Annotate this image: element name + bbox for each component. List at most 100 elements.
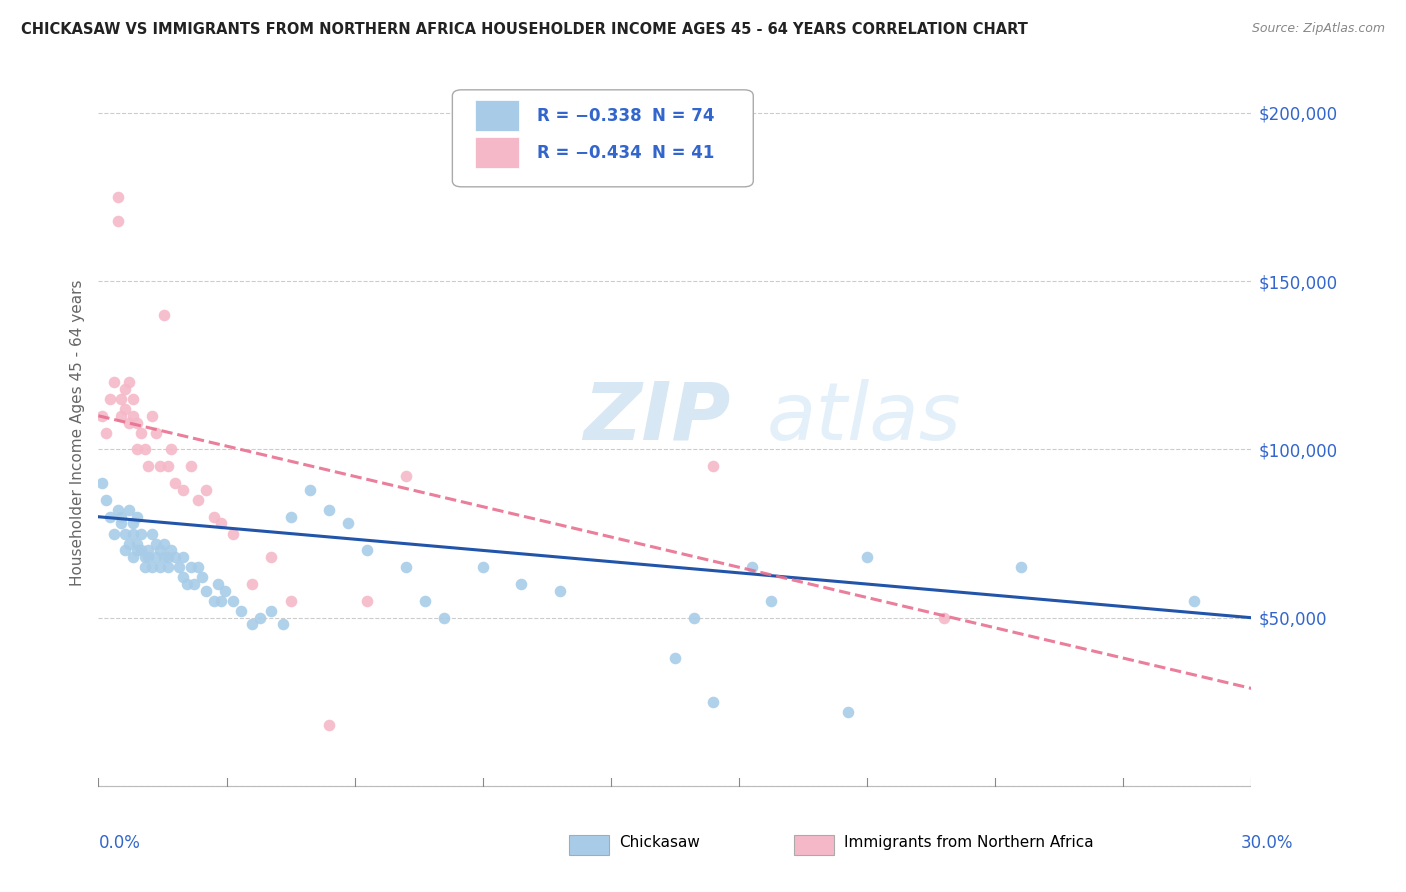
Point [260,550,283,565]
Point [129,425,152,440]
Point [125,509,148,524]
Point [122,550,145,565]
Point [118,375,141,389]
Point [145,550,167,565]
Point [207,577,229,591]
Text: Chickasaw: Chickasaw [619,836,700,850]
Text: atlas: atlas [768,379,962,457]
Point [187,492,209,507]
Point [165,476,187,491]
Point [202,594,225,608]
Point [548,583,571,598]
Point [510,577,533,591]
Text: Source: ZipAtlas.com: Source: ZipAtlas.com [1251,22,1385,36]
Point [138,550,160,565]
Point [94,425,117,440]
Point [122,409,145,423]
Point [356,543,378,558]
Point [240,617,263,632]
Point [114,526,136,541]
Point [141,560,163,574]
Point [172,550,194,565]
Point [122,526,145,541]
Point [741,560,763,574]
Point [176,577,198,591]
Point [98,392,121,406]
Point [110,516,132,531]
Point [138,543,160,558]
FancyBboxPatch shape [475,100,519,131]
Text: N = 74: N = 74 [652,107,714,125]
Point [209,516,232,531]
Point [141,526,163,541]
Point [356,594,378,608]
Point [1010,560,1032,574]
Point [141,409,163,423]
Point [202,509,225,524]
Point [114,543,136,558]
Point [214,583,236,598]
Point [187,560,209,574]
Point [249,610,271,624]
Text: Immigrants from Northern Africa: Immigrants from Northern Africa [844,836,1094,850]
Point [118,536,141,550]
Point [180,560,202,574]
Point [191,570,214,584]
Text: N = 41: N = 41 [652,144,714,161]
Point [664,651,686,665]
Point [298,483,321,497]
Point [413,594,436,608]
Point [118,503,141,517]
Point [107,190,129,204]
Point [209,594,232,608]
Point [152,536,174,550]
Point [195,583,218,598]
Point [149,459,172,474]
Point [114,402,136,417]
Point [160,442,183,457]
Text: ZIP: ZIP [582,379,730,457]
Point [103,526,125,541]
Point [110,509,132,524]
Point [240,577,263,591]
Point [229,604,252,618]
Point [318,503,340,517]
Point [856,550,879,565]
Point [152,308,174,322]
Point [114,382,136,396]
Point [702,695,724,709]
Point [103,375,125,389]
Point [94,492,117,507]
Point [98,509,121,524]
Point [837,705,859,719]
Point [145,536,167,550]
Point [183,577,205,591]
Point [145,425,167,440]
Point [152,550,174,565]
Point [172,483,194,497]
Point [122,516,145,531]
Point [129,526,152,541]
FancyBboxPatch shape [453,90,754,186]
Point [91,409,114,423]
Point [125,536,148,550]
Point [91,476,114,491]
Text: 0.0%: 0.0% [98,834,141,852]
Point [318,718,340,732]
Point [149,560,172,574]
Text: R = −0.338: R = −0.338 [537,107,641,125]
Y-axis label: Householder Income Ages 45 - 64 years: Householder Income Ages 45 - 64 years [70,279,86,586]
Point [110,392,132,406]
FancyBboxPatch shape [475,137,519,169]
Point [134,442,156,457]
Point [167,560,190,574]
Point [129,543,152,558]
Text: R = −0.434: R = −0.434 [537,144,641,161]
Point [222,526,245,541]
Point [280,594,302,608]
Text: CHICKASAW VS IMMIGRANTS FROM NORTHERN AFRICA HOUSEHOLDER INCOME AGES 45 - 64 YEA: CHICKASAW VS IMMIGRANTS FROM NORTHERN AF… [21,22,1028,37]
Point [156,459,179,474]
Point [172,570,194,584]
Point [125,416,148,430]
Point [156,560,179,574]
